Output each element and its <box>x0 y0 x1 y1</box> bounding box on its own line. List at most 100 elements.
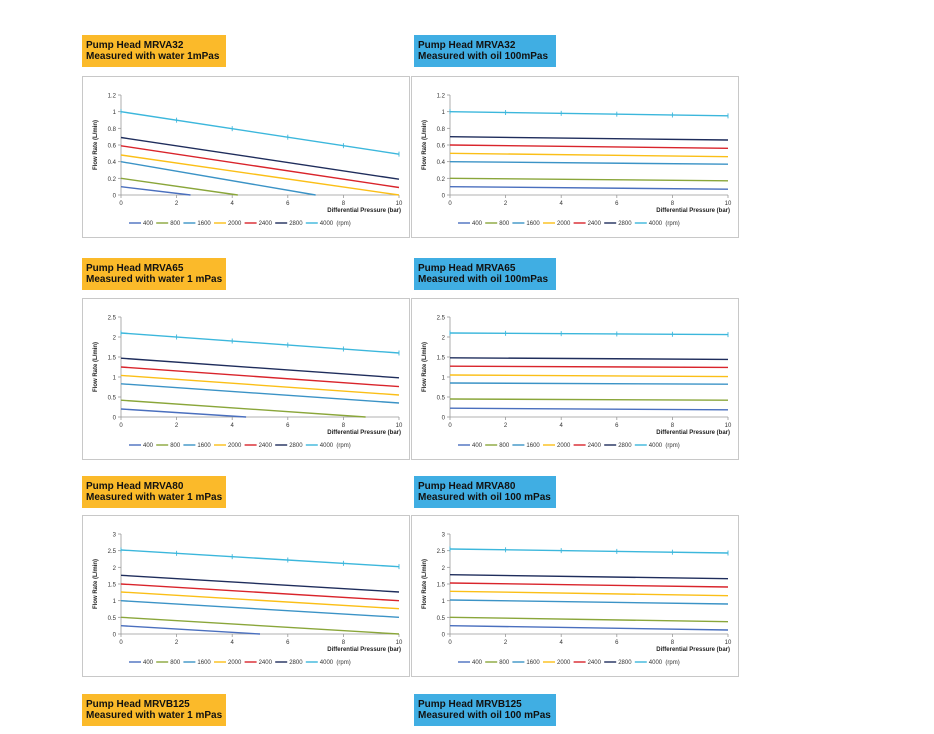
tag-subtitle: Measured with water 1 mPas <box>86 274 223 285</box>
series-line-2800 <box>120 136 400 180</box>
tag-mrva32-water: Pump Head MRVA32 Measured with water 1mP… <box>82 35 226 67</box>
legend-unit: (rpm) <box>665 660 679 666</box>
tag-title: Pump Head MRVA80 <box>86 481 184 492</box>
x-tick-label: 6 <box>286 640 290 646</box>
legend-unit: (rpm) <box>665 443 679 449</box>
series-line-1600 <box>120 383 400 404</box>
x-tick-label: 0 <box>448 640 452 646</box>
x-tick-label: 8 <box>342 640 346 646</box>
legend-label-2000: 2000 <box>228 443 242 449</box>
series-line-2400 <box>449 144 729 149</box>
x-tick-label: 8 <box>671 640 675 646</box>
series-line-400 <box>449 186 729 190</box>
legend-label-400: 400 <box>143 221 154 227</box>
x-tick-label: 10 <box>725 640 732 646</box>
chart-panel-mrva80-water: 0 0.5 1 1.5 2 2.5 3 0 2 4 6 8 10 Differential Pressur… <box>82 515 410 677</box>
y-tick-label: 0.5 <box>108 396 117 402</box>
x-tick-label: 2 <box>504 423 508 429</box>
y-axis-label: Flow Rate (L/min) <box>93 559 99 609</box>
legend-label-2000: 2000 <box>557 443 571 449</box>
legend-label-400: 400 <box>472 443 483 449</box>
x-tick-label: 6 <box>615 201 619 207</box>
series-line-2000 <box>120 374 400 396</box>
tag-title: Pump Head MRVB125 <box>418 699 522 710</box>
tag-title: Pump Head MRVA65 <box>86 263 184 274</box>
y-tick-label: 1.5 <box>437 356 446 362</box>
chart-panel-mrva65-water: 0 0.5 1 1.5 2 2.5 0 2 4 6 8 10 Differential Pressure… <box>82 298 410 460</box>
tag-subtitle: Measured with water 1mPas <box>86 51 220 62</box>
y-axis-label: Flow Rate (L/min) <box>422 120 428 170</box>
series-line-2000 <box>449 152 729 158</box>
chart-panel-mrva32-water: 0 0.2 0.4 0.6 0.8 1 1.2 0 2 4 6 8 10 Differential Pre… <box>82 76 410 238</box>
series-line-2800 <box>120 357 400 379</box>
series-line-2000 <box>449 590 729 597</box>
x-axis-label: Differential Pressure (bar) <box>327 208 401 214</box>
series-line-1600 <box>120 161 316 196</box>
legend-label-800: 800 <box>170 660 181 666</box>
y-tick-label: 1 <box>113 110 117 116</box>
x-tick-label: 4 <box>560 640 564 646</box>
series-line-2000 <box>120 154 400 196</box>
legend-label-2800: 2800 <box>289 660 303 666</box>
x-tick-label: 8 <box>671 201 675 207</box>
tag-mrvb125-oil: Pump Head MRVB125 Measured with oil 100 … <box>414 694 556 726</box>
legend-label-800: 800 <box>170 443 181 449</box>
series-line-1600 <box>449 161 729 165</box>
y-tick-label: 0.5 <box>437 396 446 402</box>
legend-label-1600: 1600 <box>526 443 540 449</box>
series-line-800 <box>449 177 729 182</box>
series-line-2800 <box>449 136 729 141</box>
legend-unit: (rpm) <box>665 221 679 227</box>
series-line-2400 <box>120 145 400 189</box>
tag-subtitle: Measured with oil 100mPas <box>418 51 549 62</box>
series-line-4000 <box>449 111 729 117</box>
y-tick-label: 2.5 <box>108 316 117 322</box>
x-tick-label: 6 <box>286 423 290 429</box>
legend-label-1600: 1600 <box>526 221 540 227</box>
tag-mrva65-oil: Pump Head MRVA65 Measured with oil 100mP… <box>414 258 556 290</box>
y-tick-label: 0.8 <box>437 127 446 133</box>
x-tick-label: 10 <box>396 201 403 207</box>
y-tick-label: 0.4 <box>437 160 446 166</box>
x-tick-label: 10 <box>725 423 732 429</box>
chart-panel-mrva80-oil: 0 0.5 1 1.5 2 2.5 3 0 2 4 6 8 10 Differential Pressur… <box>411 515 739 677</box>
legend-label-4000: 4000 <box>320 443 334 449</box>
legend-label-400: 400 <box>472 660 483 666</box>
x-axis-label: Differential Pressure (bar) <box>656 430 730 436</box>
legend-label-4000: 4000 <box>649 660 663 666</box>
y-tick-label: 2.5 <box>437 316 446 322</box>
x-tick-label: 10 <box>396 423 403 429</box>
legend-label-2800: 2800 <box>289 443 303 449</box>
x-tick-label: 8 <box>671 423 675 429</box>
legend-label-2000: 2000 <box>557 221 571 227</box>
series-line-2000 <box>449 374 729 378</box>
legend-label-2400: 2400 <box>588 221 602 227</box>
legend-label-1600: 1600 <box>526 660 540 666</box>
y-tick-label: 2 <box>442 336 446 342</box>
series-line-2400 <box>449 582 729 588</box>
series-line-800 <box>449 398 729 401</box>
series-line-400 <box>120 408 247 418</box>
x-tick-label: 8 <box>342 423 346 429</box>
y-tick-label: 2.5 <box>437 549 446 555</box>
legend-label-400: 400 <box>472 221 483 227</box>
series-line-2400 <box>449 365 729 369</box>
y-tick-label: 0 <box>442 416 446 422</box>
series-line-400 <box>120 625 261 635</box>
y-tick-label: 0.5 <box>108 616 117 622</box>
tag-title: Pump Head MRVA65 <box>418 263 516 274</box>
x-tick-label: 4 <box>231 640 235 646</box>
y-tick-label: 1.2 <box>437 94 446 100</box>
series-line-4000 <box>120 549 400 568</box>
legend-label-2400: 2400 <box>259 221 273 227</box>
legend-label-2000: 2000 <box>557 660 571 666</box>
legend-label-2400: 2400 <box>588 443 602 449</box>
y-tick-label: 3 <box>442 533 446 539</box>
tag-title: Pump Head MRVB125 <box>86 699 190 710</box>
series-line-1600 <box>449 599 729 605</box>
